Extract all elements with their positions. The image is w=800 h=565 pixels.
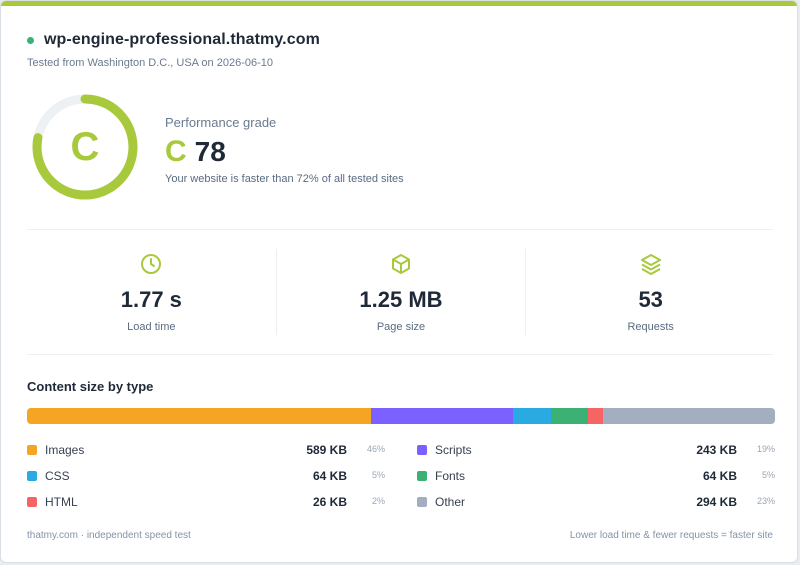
legend-item-other: Other 294 KB 23% [417, 495, 775, 511]
bar-segment-other [602, 408, 775, 424]
divider-top [27, 229, 773, 230]
accent-top-bar [1, 1, 797, 6]
legend-swatch [417, 471, 427, 481]
bar-segment-fonts [550, 408, 588, 424]
legend-swatch [27, 471, 37, 481]
metric-page-size: 1.25 MB Page size [275, 249, 526, 335]
legend-percent: 23% [756, 496, 775, 506]
bar-segment-css [513, 408, 551, 424]
grade-score: 78 [194, 136, 226, 167]
grade-label: Performance grade [165, 115, 277, 130]
tested-from-line: Tested from Washington D.C., USA on 2026… [27, 57, 273, 69]
legend-size: 64 KB [312, 469, 347, 483]
metrics-row: 1.77 s Load time 1.25 MB Page size 53 Re… [27, 249, 775, 335]
content-size-bar [27, 408, 775, 424]
load-time-label: Load time [127, 321, 176, 333]
bar-segment-images [27, 408, 372, 424]
layers-icon [640, 254, 661, 275]
legend-percent: 2% [371, 496, 385, 506]
legend-size: 26 KB [312, 495, 347, 509]
legend-name: CSS [45, 469, 70, 483]
legend-swatch [417, 497, 427, 507]
content-size-title: Content size by type [27, 379, 154, 394]
legend-item-css: CSS 64 KB 5% [27, 469, 385, 485]
status-dot-icon [27, 36, 34, 44]
grade-description: Your website is faster than 72% of all t… [165, 173, 404, 185]
legend-swatch [27, 497, 37, 507]
requests-value: 53 [638, 287, 663, 312]
legend-name: Fonts [435, 469, 466, 483]
legend-percent: 5% [371, 470, 385, 480]
package-icon [392, 254, 410, 274]
site-header: wp-engine-professional.thatmy.com [27, 31, 320, 49]
requests-label: Requests [627, 321, 674, 333]
legend-item-scripts: Scripts 243 KB 19% [417, 443, 775, 459]
grade-ring-letter: C [70, 124, 100, 169]
legend-percent: 5% [761, 470, 775, 480]
legend-name: HTML [45, 495, 78, 509]
metric-requests: 53 Requests [525, 249, 775, 335]
legend-item-images: Images 589 KB 46% [27, 443, 385, 459]
page-size-value: 1.25 MB [359, 287, 443, 312]
grade-ring-progress [32, 94, 138, 200]
legend-name: Other [435, 495, 466, 509]
legend-name: Images [45, 443, 85, 457]
legend-name: Scripts [435, 443, 472, 457]
grade-row: C 78 [165, 135, 226, 169]
grade-letter: C [165, 135, 187, 168]
site-name[interactable]: wp-engine-professional.thatmy.com [44, 31, 320, 48]
legend-size: 64 KB [702, 469, 737, 483]
load-time-value: 1.77 s [120, 287, 182, 312]
legend-percent: 46% [366, 444, 385, 454]
legend-size: 589 KB [306, 443, 347, 457]
legend-item-fonts: Fonts 64 KB 5% [417, 469, 775, 485]
divider-bottom [27, 354, 773, 355]
bar-segment-scripts [371, 408, 514, 424]
legend-size: 294 KB [696, 495, 737, 509]
clock-icon [141, 254, 162, 274]
legend-swatch [27, 445, 37, 455]
legend-item-html: HTML 26 KB 2% [27, 495, 385, 511]
bar-segment-html [587, 408, 603, 424]
grade-ring [32, 94, 138, 200]
legend-size: 243 KB [696, 443, 737, 457]
footer-credit[interactable]: thatmy.com · independent speed test [27, 530, 191, 541]
metric-load-time: 1.77 s Load time [27, 249, 276, 335]
footer-tip: Lower load time & fewer requests = faste… [569, 530, 773, 541]
legend-swatch [417, 445, 427, 455]
legend-percent: 19% [756, 444, 775, 454]
page-size-label: Page size [376, 321, 426, 333]
